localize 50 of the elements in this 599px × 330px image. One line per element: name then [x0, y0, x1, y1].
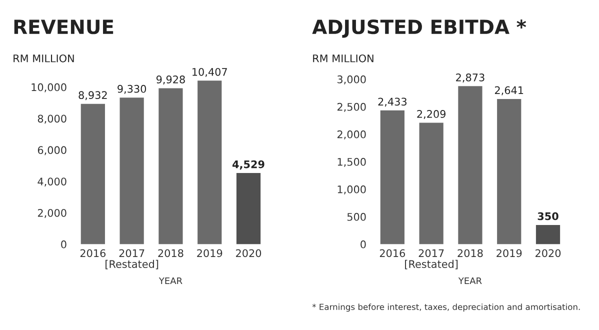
data-label: 2,433 [378, 98, 406, 107]
data-label: 4,529 [232, 160, 264, 170]
y-tick-label: 2,000 [38, 209, 66, 218]
y-axis-title: RM MILLION [14, 54, 74, 62]
bar [236, 173, 261, 244]
x-axis-title: YEAR [158, 277, 182, 284]
data-label: 2,873 [456, 74, 484, 82]
y-tick-label: 0 [61, 240, 66, 248]
x-tick-label: 2018 [158, 249, 184, 258]
data-label: 2,209 [417, 110, 446, 119]
bar [380, 110, 404, 244]
y-tick-label: 8,000 [38, 114, 66, 124]
bar [80, 104, 105, 244]
text: * Earnings before interest, taxes, depreciation and amortisation. [312, 304, 580, 312]
y-tick-label: 2,500 [337, 102, 366, 112]
data-label: 2,641 [494, 86, 524, 96]
y-tick-label: 1,000 [338, 185, 366, 194]
bar [120, 98, 144, 244]
bar [158, 88, 183, 244]
x-tick-label: 2016 [80, 249, 106, 258]
y-tick-label: 1,500 [338, 158, 366, 167]
x-tick-label: 2016 [380, 249, 406, 258]
data-label: 8,932 [78, 91, 107, 100]
x-tick-label: 2018 [458, 249, 483, 258]
chart-title: REVENUE [14, 20, 114, 34]
data-label: 9,330 [118, 84, 146, 94]
y-tick-label: 10,000 [32, 83, 66, 92]
y-tick-label: 3,000 [337, 75, 366, 84]
y-tick-label: 4,000 [38, 178, 66, 187]
bar [419, 122, 444, 244]
y-axis-title: RM MILLION [313, 54, 374, 62]
y-tick-label: 2,000 [337, 130, 366, 140]
x-tick-label: 2019 [197, 249, 222, 258]
bar [536, 224, 560, 244]
data-label: 9,928 [156, 76, 185, 84]
x-tick-label: 2020 [536, 249, 561, 258]
x-axis-title: YEAR [458, 277, 482, 284]
y-tick-label: 6,000 [38, 146, 66, 156]
bar [497, 98, 522, 244]
y-tick-label: 500 [347, 212, 366, 221]
x-tick-label: 2020 [236, 249, 262, 258]
data-label: 10,407 [192, 68, 227, 77]
x-tick-label: 2019 [496, 249, 522, 258]
chart-title: ADJUSTED EBITDA * [312, 19, 526, 38]
bar [198, 80, 222, 244]
y-tick-label: 0 [360, 240, 366, 248]
bar [458, 86, 482, 244]
x-tick-label: 2017 [Restated] [405, 249, 458, 270]
data-label: 350 [538, 212, 558, 220]
x-tick-label: 2017 [Restated] [106, 249, 158, 270]
